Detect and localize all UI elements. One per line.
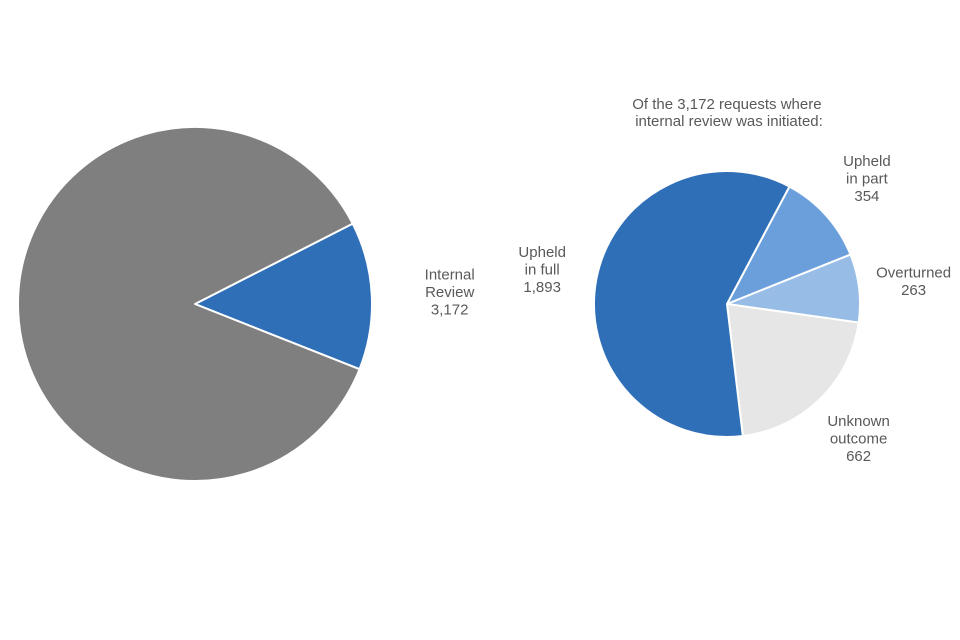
pie-1-slice-0 (726, 185, 852, 305)
pie-1-slice-2-label: Unknown outcome 662 (827, 413, 890, 465)
pie-1-slice-3 (593, 170, 791, 438)
pie-1-slice-0-label-line-0: Upheld (843, 153, 891, 170)
pie-1-slice-0-label: Upheld in part 354 (843, 153, 891, 205)
right-chart-title-line-1: Of the 3,172 requests where (632, 96, 821, 113)
pie-1-slice-2-label-line-2: 662 (846, 448, 871, 465)
pie-0-slice-0-label-line-0: Internal (425, 267, 475, 284)
right-chart-title: Of the 3,172 requests where internal rev… (632, 96, 825, 130)
pie-1-slice-1-label-line-0: Overturned (876, 265, 951, 282)
pie-0-slice-0 (194, 222, 373, 371)
pie-1-slice-3-label-line-2: 1,893 (523, 279, 561, 296)
pie-1-slice-3-label: Upheld in full 1,893 (518, 244, 566, 296)
pie-1-slice-0-label-line-1: in part (846, 170, 889, 187)
pie-1-slice-2 (726, 303, 860, 438)
pie-1-slice-0-label-line-2: 354 (854, 188, 879, 205)
pie-0-slice-0-label-line-2: 3,172 (431, 302, 469, 319)
pie-0-slice-0-label-line-1: Review (425, 284, 474, 301)
right-chart-title-line-2: internal review was initiated: (635, 113, 823, 130)
pie-0-slice-0-label: Internal Review 3,172 (425, 267, 475, 319)
pie-1-slice-2-label-line-0: Unknown (827, 413, 890, 430)
pie-1-slice-3-label-line-1: in full (525, 262, 560, 279)
pie-chart-internal-review-outcomes: Of the 3,172 requests where internal rev… (518, 96, 951, 465)
pie-1-slice-2-label-line-1: outcome (830, 430, 888, 447)
pie-1-slice-1-label: Overturned 263 (876, 265, 951, 300)
pie-0-slice-1 (17, 126, 361, 482)
pie-1-slice-1-label-line-1: 263 (901, 282, 926, 299)
pie-1-slice-3-label-line-0: Upheld (518, 244, 566, 261)
